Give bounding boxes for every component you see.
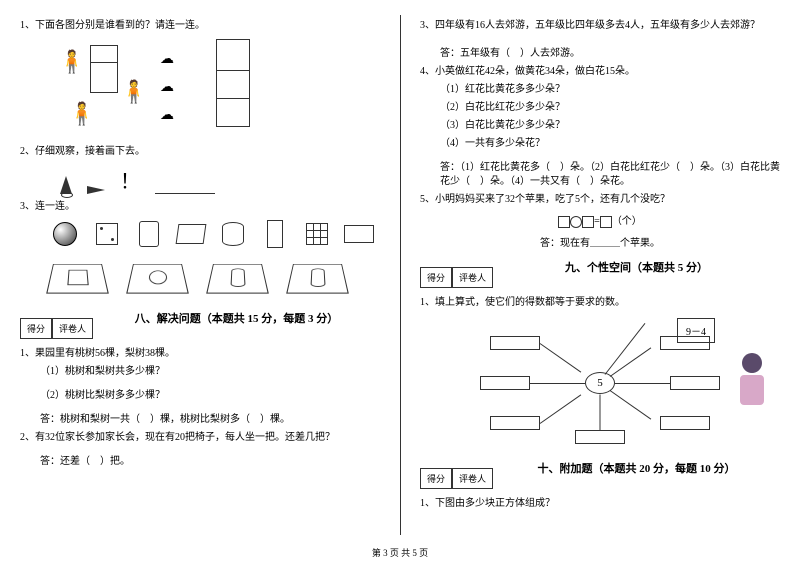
eq-box-2[interactable] [582, 216, 594, 228]
r-q4-4: （4）一共有多少朵花？ [440, 137, 780, 151]
grader-cell-9[interactable]: 评卷人 [452, 267, 493, 288]
ray-box-6[interactable] [660, 416, 710, 430]
ray-line-2 [610, 347, 652, 376]
score-cell[interactable]: 得分 [20, 318, 52, 339]
score-box-10: 得分 评卷人 [420, 468, 493, 489]
r-q5-ans: 答：现在有＿＿＿个苹果。 [420, 237, 780, 251]
plate-cyl2[interactable] [286, 264, 349, 294]
q8-1: 1、果园里有桃树56棵，梨树38棵。 [20, 347, 380, 361]
grader-cell[interactable]: 评卷人 [52, 318, 93, 339]
score-cell-9[interactable]: 得分 [420, 267, 452, 288]
person-2: 🧍 [120, 79, 147, 105]
ray-line-7 [600, 395, 601, 431]
ray-box-7[interactable] [575, 430, 625, 444]
sec9-wrap: 9－4 5 [420, 318, 780, 448]
q2-shapes: ！ [60, 165, 380, 194]
plate-cyl[interactable] [206, 264, 269, 294]
r-q5-eq: =（个） [420, 215, 780, 229]
ray-line-3 [530, 383, 585, 384]
q8-2-ans: 答：还差（ ）把。 [40, 455, 380, 469]
q2-text: 2、仔细观察，接着画下去。 [20, 145, 380, 159]
section8-header: 得分 评卷人 八、解决问题（本题共 15 分，每题 3 分） [20, 306, 380, 343]
q1-scene: 🧍 🧍 🧍 ☁ ☁ ☁ [50, 39, 250, 139]
fridge-big [216, 39, 250, 127]
ray-line-1 [540, 343, 582, 372]
can-obj[interactable] [134, 220, 164, 248]
object-row [50, 220, 380, 248]
left-column: 1、下面各图分别是谁看到的？请连一连。 🧍 🧍 🧍 ☁ ☁ ☁ 2、仔细观察，接… [0, 0, 400, 565]
plate-row [50, 258, 380, 296]
cloud-2: ☁ [160, 79, 174, 96]
person-3: 🧍 [68, 101, 95, 127]
ray-line-4 [615, 383, 670, 384]
ray-box-4[interactable] [670, 376, 720, 390]
r-q4-2: （2）白花比红花少多少朵？ [440, 101, 780, 115]
blank-line[interactable] [155, 193, 215, 194]
q8-1-ans: 答：桃树和梨树一共（ ）棵，桃树比梨树多（ ）棵。 [40, 413, 380, 427]
r-q10-1: 1、下图由多少块正方体组成？ [420, 497, 780, 511]
right-column: 3、四年级有16人去郊游，五年级比四年级多去4人，五年级有多少人去郊游？ 答：五… [400, 0, 800, 565]
tissue-obj[interactable] [344, 220, 374, 248]
q1-text: 1、下面各图分别是谁看到的？请连一连。 [20, 19, 380, 33]
section8-title: 八、解决问题（本题共 15 分，每题 3 分） [93, 310, 380, 326]
triangle-shape [87, 186, 105, 194]
section9-title: 九、个性空间（本题共 5 分） [493, 259, 780, 275]
score-cell-10[interactable]: 得分 [420, 468, 452, 489]
grader-cell-10[interactable]: 评卷人 [452, 468, 493, 489]
fridge-small [90, 45, 118, 93]
cube-obj[interactable] [302, 220, 332, 248]
dice-obj[interactable] [92, 220, 122, 248]
soccer-ball[interactable] [50, 220, 80, 248]
ray-box-1[interactable] [490, 336, 540, 350]
r-q4-ans: 答：（1）红花比黄花多（ ）朵。（2）白花比红花少（ ）朵。（3）白花比黄花少（… [440, 161, 780, 189]
q8-2: 2、有32位家长参加家长会，现在有20把椅子，每人坐一把。还差几把？ [20, 431, 380, 445]
ray-line-8 [605, 323, 646, 375]
girl-image [732, 353, 772, 413]
q8-1-1: （1）桃树和梨树共多少棵？ [40, 365, 380, 379]
ray-box-2[interactable] [660, 336, 710, 350]
r-q9-1: 1、填上算式，使它们的得数都等于要求的数。 [420, 296, 780, 310]
q8-1-2: （2）桃树比梨树多多少棵？ [40, 389, 380, 403]
eq-circ[interactable] [570, 216, 582, 228]
eq-box-3[interactable] [600, 216, 612, 228]
cylinder-obj[interactable] [218, 220, 248, 248]
page-footer: 第 3 页 共 5 页 [0, 546, 800, 559]
r-q3-ans: 答：五年级有（ ）人去郊游。 [440, 47, 780, 61]
star-diagram: 9－4 5 [480, 318, 720, 448]
r-q4: 4、小英做红花42朵，做黄花34朵，做白花15朵。 [420, 65, 780, 79]
score-box-9: 得分 评卷人 [420, 267, 493, 288]
girl-head [742, 353, 762, 373]
eq-suffix: （个） [612, 216, 642, 227]
person-1: 🧍 [58, 49, 85, 75]
exclaim-shape: ！ [120, 165, 140, 194]
section10-header: 得分 评卷人 十、附加题（本题共 20 分，每题 10 分） [420, 456, 780, 493]
cloud-1: ☁ [160, 51, 174, 68]
ray-line-6 [610, 390, 652, 419]
q3-text: 3、连一连。 [20, 200, 380, 214]
r-q3: 3、四年级有16人去郊游，五年级比四年级多去4人，五年级有多少人去郊游？ [420, 19, 780, 33]
r-q5: 5、小明妈妈买来了32个苹果，吃了5个，还有几个没吃？ [420, 193, 780, 207]
juice-obj[interactable] [260, 220, 290, 248]
box-obj[interactable] [176, 220, 206, 248]
section10-title: 十、附加题（本题共 20 分，每题 10 分） [493, 460, 780, 476]
cloud-3: ☁ [160, 107, 174, 124]
girl-body [740, 375, 764, 405]
plate-cube[interactable] [46, 264, 109, 294]
ray-box-5[interactable] [490, 416, 540, 430]
r-q4-3: （3）白花比黄花少多少朵？ [440, 119, 780, 133]
section9-header: 得分 评卷人 九、个性空间（本题共 5 分） [420, 255, 780, 292]
score-box-8: 得分 评卷人 [20, 318, 93, 339]
eq-box-1[interactable] [558, 216, 570, 228]
plate-sphere[interactable] [126, 264, 189, 294]
ray-box-3[interactable] [480, 376, 530, 390]
r-q4-1: （1）红花比黄花多多少朵？ [440, 83, 780, 97]
cone-shape [60, 176, 72, 194]
ray-line-5 [540, 394, 582, 423]
